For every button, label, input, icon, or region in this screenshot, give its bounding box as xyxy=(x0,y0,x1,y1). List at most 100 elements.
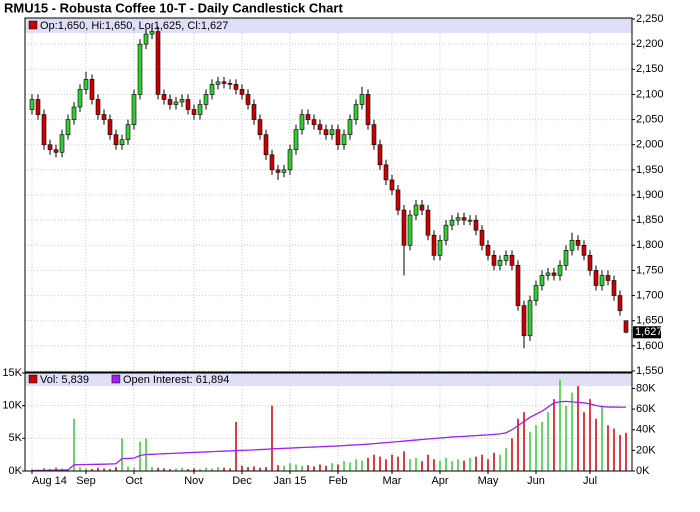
candle-body xyxy=(95,99,101,115)
candle-body xyxy=(533,285,539,301)
legend-label: Op:1,650, Hi:1,650, Lo:1,625, Cl:1,627 xyxy=(40,20,228,32)
volume-bar xyxy=(229,468,231,471)
legend-label: Vol: 5,839 xyxy=(40,374,89,386)
volume-bar xyxy=(385,459,387,471)
volume-bar xyxy=(271,405,273,471)
candle-body xyxy=(209,84,215,95)
candle-body xyxy=(611,280,617,296)
y-tick-label: 2,200 xyxy=(636,38,664,50)
volume-bar xyxy=(463,460,465,471)
volume-bar xyxy=(97,467,99,471)
volume-bar xyxy=(451,461,453,471)
candle-body xyxy=(53,149,59,153)
candle-body xyxy=(119,139,125,146)
candle-body xyxy=(617,295,623,311)
volume-bar xyxy=(499,454,501,471)
candle-body xyxy=(311,119,317,125)
volume-bar xyxy=(313,466,315,471)
candle-body xyxy=(599,275,605,286)
volume-bar xyxy=(475,456,477,471)
volume-bar xyxy=(421,461,423,471)
candle-body xyxy=(293,129,299,151)
x-tick-label: Jan 15 xyxy=(273,475,306,487)
y-tick-label: 1,600 xyxy=(636,340,664,352)
candle-body xyxy=(551,272,557,276)
volume-bar xyxy=(487,459,489,471)
candle-body xyxy=(263,134,269,156)
candle-body xyxy=(593,270,599,286)
volume-bar xyxy=(607,425,609,471)
volume-bar xyxy=(43,468,45,471)
y-tick-label: 1,650 xyxy=(636,315,664,327)
candle-body xyxy=(125,124,131,140)
candle-body xyxy=(173,101,179,105)
volume-bar xyxy=(283,465,285,471)
candle-body xyxy=(395,189,401,211)
volume-bar xyxy=(85,468,87,471)
volume-bar xyxy=(517,418,519,471)
candle-body xyxy=(419,204,425,211)
candle-body xyxy=(251,104,257,120)
candle-body xyxy=(341,134,347,146)
volume-bar xyxy=(481,454,483,471)
y-tick-label: 2,000 xyxy=(636,139,664,151)
volume-bar xyxy=(235,422,237,471)
candle-body xyxy=(575,239,581,246)
candle-body xyxy=(503,255,509,261)
volume-bar xyxy=(427,454,429,471)
candle-body xyxy=(467,219,473,222)
y-tick-label: 60K xyxy=(636,403,656,415)
y-tick-label: 1,550 xyxy=(636,365,664,377)
volume-bar xyxy=(211,468,213,471)
volume-bar xyxy=(595,418,597,471)
volume-bar xyxy=(199,469,201,471)
candle-body xyxy=(509,255,515,266)
candle-body xyxy=(425,209,431,236)
y-tick-label: 1,900 xyxy=(636,189,664,201)
x-tick-label: Feb xyxy=(329,475,348,487)
y-tick-label: 15K xyxy=(2,367,22,379)
candle-body xyxy=(347,119,353,135)
volume-bar xyxy=(625,432,627,471)
last-price-box xyxy=(633,326,661,339)
candle-body xyxy=(269,154,275,171)
volume-bar xyxy=(355,459,357,471)
volume-bar xyxy=(157,467,159,471)
volume-bar xyxy=(397,456,399,471)
volume-bar xyxy=(535,425,537,471)
candle-body xyxy=(353,104,359,120)
candle-body xyxy=(227,83,233,85)
candle-body xyxy=(131,94,137,125)
volume-frame xyxy=(24,372,633,472)
candle-body xyxy=(59,134,65,153)
candle-body xyxy=(515,265,521,306)
candle-body xyxy=(239,89,245,95)
volume-bar xyxy=(553,399,555,471)
volume-bar xyxy=(547,412,549,471)
candle-body xyxy=(449,219,455,226)
volume-bar xyxy=(361,460,363,471)
candle-body xyxy=(41,114,47,146)
volume-bar xyxy=(169,469,171,471)
x-tick-label: Nov xyxy=(184,475,204,487)
candle-body xyxy=(287,149,293,171)
candle-body xyxy=(497,260,503,266)
candle-body xyxy=(161,94,167,100)
volume-bar xyxy=(601,405,603,471)
candle-body xyxy=(365,94,371,125)
candle-body xyxy=(143,33,149,45)
y-tick-label: 0K xyxy=(636,465,650,477)
volume-bar xyxy=(133,467,135,471)
candle-body xyxy=(539,275,545,286)
candle-body xyxy=(35,99,41,115)
y-tick-label: 1,850 xyxy=(636,214,664,226)
candle-body xyxy=(89,79,95,100)
volume-bar xyxy=(523,412,525,471)
volume-bar xyxy=(583,412,585,471)
candle-body xyxy=(581,244,587,256)
volume-bar xyxy=(511,438,513,471)
volume-bar xyxy=(253,466,255,471)
candle-body xyxy=(257,119,263,135)
volume-bar xyxy=(217,467,219,471)
candle-body xyxy=(65,119,71,135)
